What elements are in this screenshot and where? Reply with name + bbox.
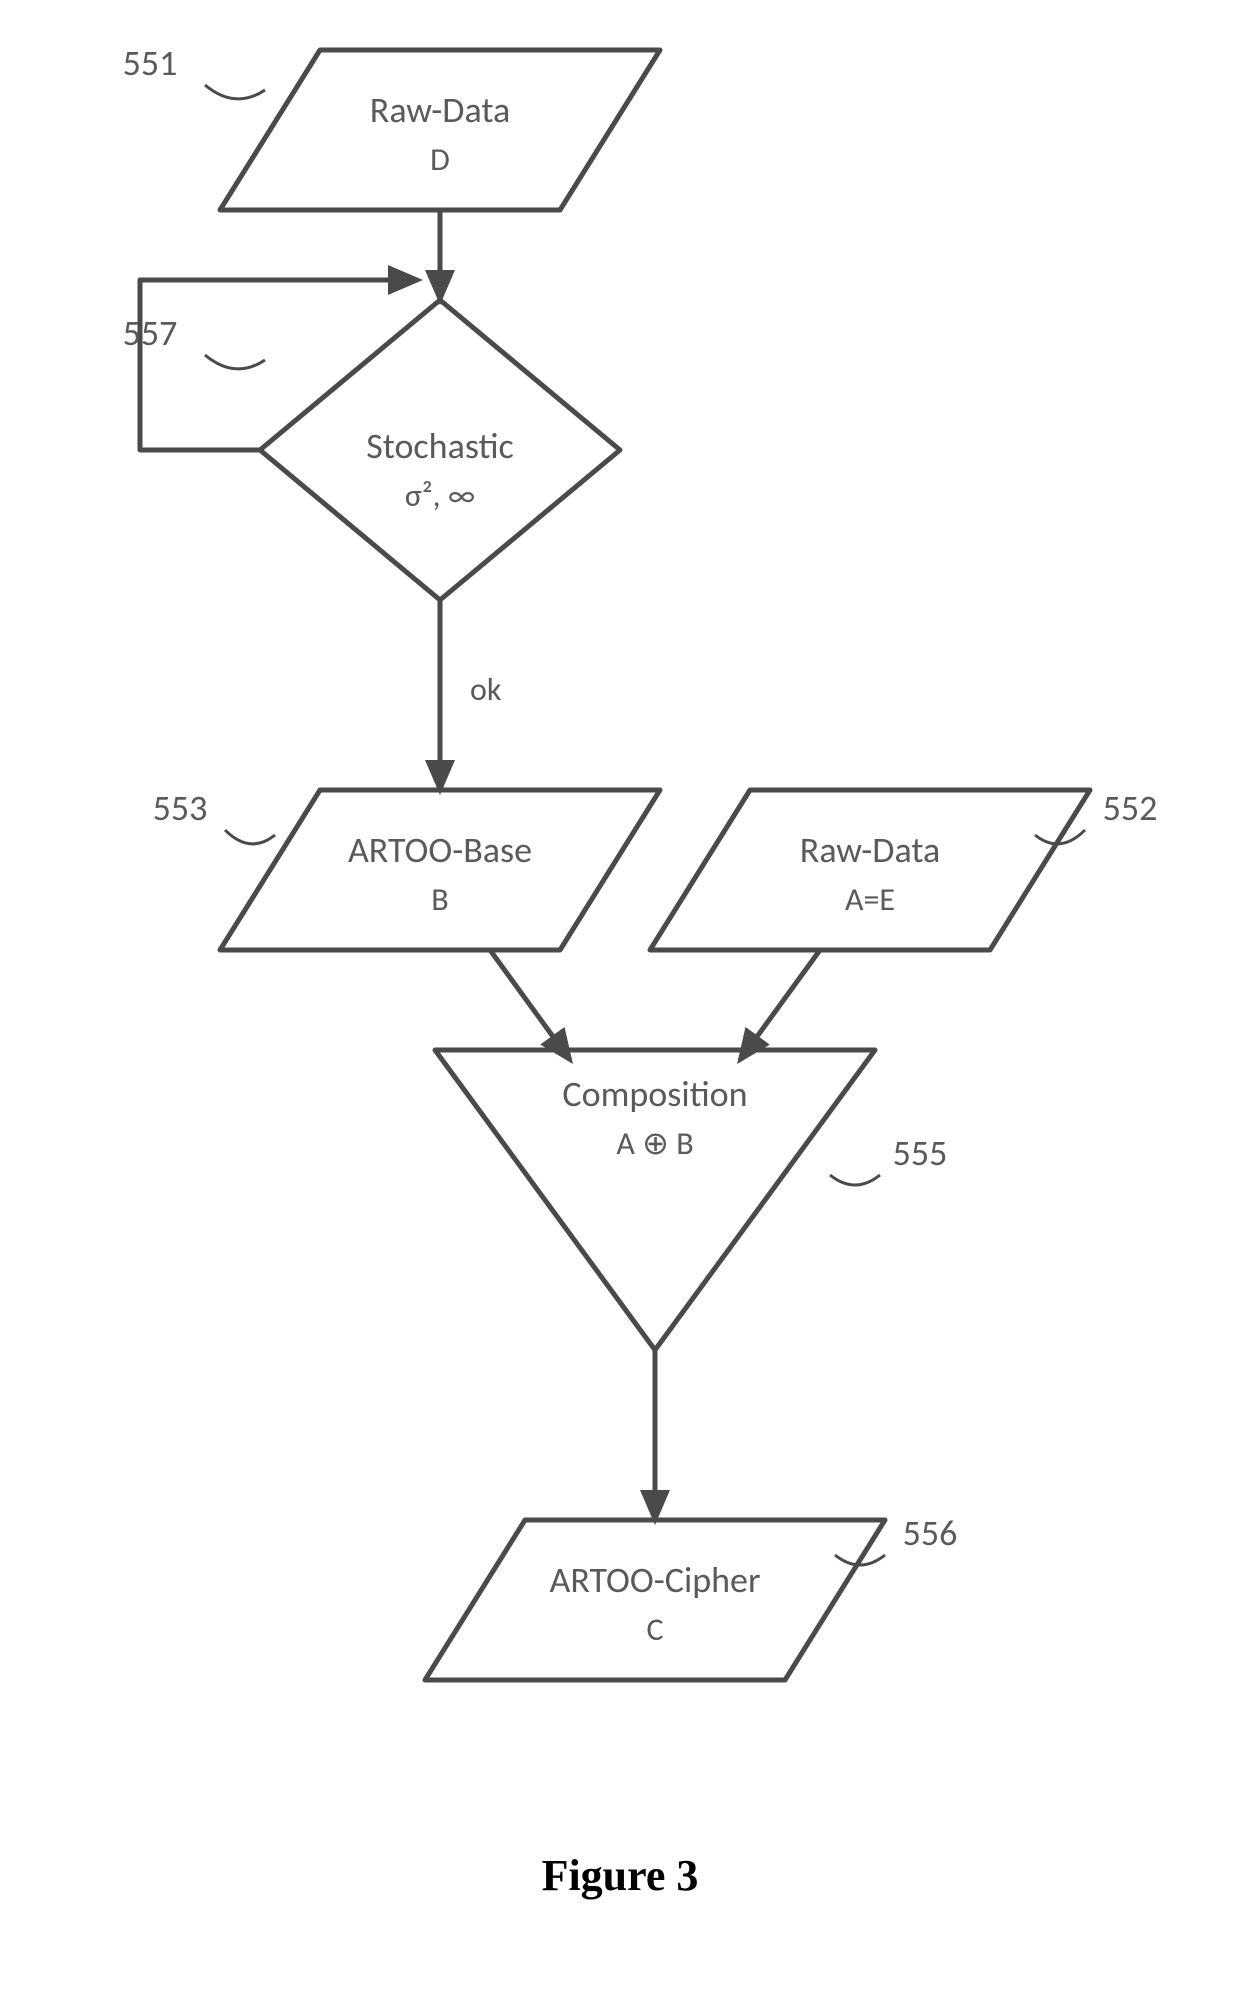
node-n552-sub: A=E (845, 880, 895, 919)
edge-e4 (740, 950, 820, 1060)
node-n556-title: ARTOO-Cipher (550, 1558, 761, 1602)
node-n553-title: ARTOO-Base (348, 828, 532, 872)
leader-557 (205, 355, 265, 369)
ref-557: 557 (123, 311, 178, 355)
ref-551: 551 (123, 41, 178, 85)
ref-553: 553 (153, 786, 208, 830)
leader-555 (830, 1175, 880, 1185)
ref-556: 556 (903, 1511, 958, 1555)
leader-551 (205, 85, 265, 99)
leader-553 (225, 830, 275, 844)
figure-caption: Figure 3 (542, 1851, 699, 1900)
node-n555-title: Composition (562, 1072, 747, 1116)
node-n556-sub: C (646, 1610, 663, 1649)
edge-e2-label: ok (470, 670, 502, 709)
node-n552-title: Raw-Data (800, 828, 940, 872)
node-n551-title: Raw-Data (370, 88, 510, 132)
node-n557_decision-sub: σ², ∞ (405, 476, 475, 515)
ref-552: 552 (1103, 786, 1158, 830)
node-n551-sub: D (430, 140, 450, 179)
node-n553-sub: B (431, 880, 448, 919)
ref-555: 555 (893, 1131, 948, 1175)
node-n557_decision-title: Stochastic (366, 424, 514, 468)
node-n555-sub: A ⊕ B (616, 1124, 693, 1163)
edge-e3 (490, 950, 570, 1060)
